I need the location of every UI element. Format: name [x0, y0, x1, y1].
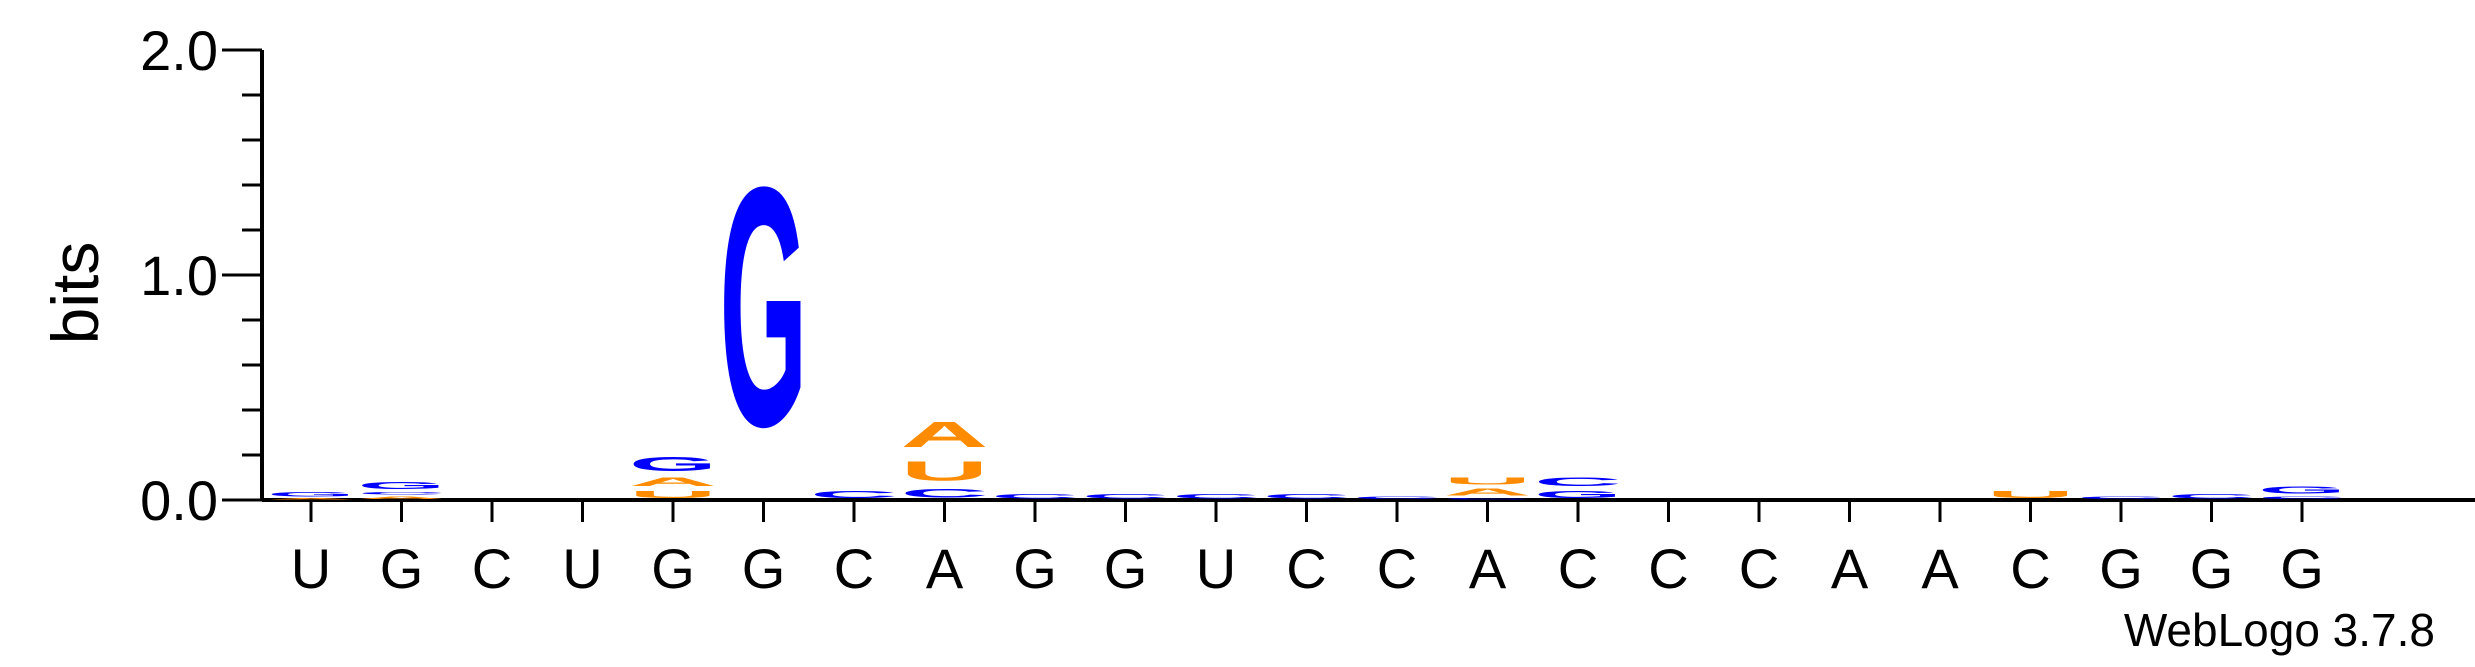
logo-letter-a: A	[1444, 487, 1532, 498]
position-label: U	[562, 537, 602, 600]
position-label: G	[742, 537, 786, 600]
position-label: A	[1469, 537, 1507, 600]
logo-letter-c: C	[358, 491, 446, 495]
position-label: A	[926, 537, 964, 600]
logo-letter-a: A	[358, 496, 446, 500]
logo-letter-g: G	[1534, 489, 1622, 500]
logo-letter-g: G	[2258, 484, 2346, 495]
position-label: C	[472, 537, 512, 600]
y-tick-label: 1.0	[140, 244, 218, 307]
position-label: G	[2280, 537, 2324, 600]
logo-letter-c: C	[1534, 475, 1622, 488]
position-label: A	[1921, 537, 1959, 600]
logo-letter-g: G	[720, 116, 808, 497]
position-label: U	[291, 537, 331, 600]
logo-letter-u: U	[629, 489, 717, 500]
logo-letter-c: C	[991, 493, 1079, 500]
position-label: C	[1377, 537, 1417, 600]
logo-letter-c: C	[2258, 496, 2346, 500]
logo-letter-c: C	[1444, 498, 1532, 500]
y-axis: 0.0 1.0 2.0	[140, 19, 2475, 532]
position-label: C	[1739, 537, 1779, 600]
y-tick-label: 2.0	[140, 19, 218, 82]
logo-letter-c: C	[1353, 496, 1441, 500]
logo-letter-u: U	[901, 455, 989, 486]
logo-letter-c: C	[1172, 493, 1260, 500]
logo-letter-c: C	[2168, 493, 2256, 500]
position-label: G	[380, 537, 424, 600]
logo-letter-g: G	[629, 453, 717, 476]
position-label: C	[1286, 537, 1326, 600]
position-label: G	[2190, 537, 2234, 600]
logo-letter-c: C	[2077, 496, 2165, 500]
logo-letter-c: C	[1082, 493, 1170, 500]
position-label: C	[1558, 537, 1598, 600]
logo-letter-a: A	[267, 498, 355, 500]
logo-letter-u: U	[1444, 475, 1532, 486]
logo-letter-c: C	[901, 487, 989, 500]
logo-letter-a: A	[901, 415, 989, 455]
weblogo-credit: WebLogo 3.7.8	[2123, 604, 2435, 656]
position-label: G	[1013, 537, 1057, 600]
position-label: C	[834, 537, 874, 600]
logo-letter-a: A	[629, 475, 717, 488]
logo-letter-g: G	[267, 491, 355, 498]
position-label: G	[2099, 537, 2143, 600]
y-tick-label: 0.0	[140, 469, 218, 532]
logo-letter-c: C	[810, 489, 898, 500]
position-label: U	[1196, 537, 1236, 600]
position-label: G	[1104, 537, 1148, 600]
logo-letter-u: U	[1987, 489, 2075, 500]
logo-letter-g: G	[358, 480, 446, 491]
y-axis-label: bits	[38, 242, 112, 345]
position-label: C	[2010, 537, 2050, 600]
position-label: A	[1831, 537, 1869, 600]
position-label: G	[651, 537, 695, 600]
position-label: C	[1648, 537, 1688, 600]
logo-letter-c: C	[1263, 493, 1351, 500]
